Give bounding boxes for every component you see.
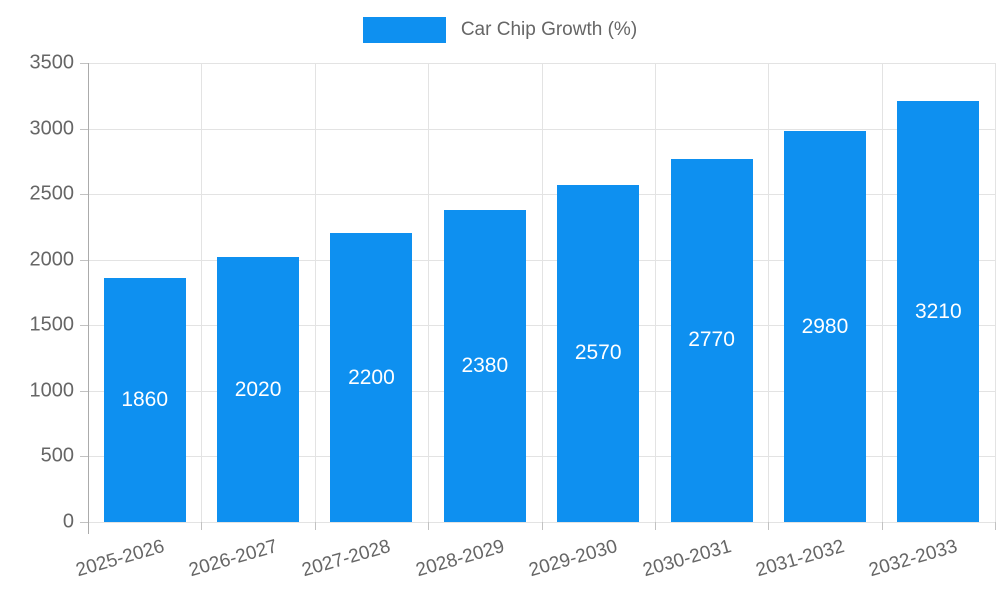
bar[interactable]: 2200 <box>330 233 413 522</box>
bar-value-label: 2380 <box>461 353 509 377</box>
y-axis-tick <box>80 63 88 64</box>
x-gridline <box>768 63 770 522</box>
x-axis-tick <box>314 522 316 530</box>
y-axis-tick-label: 3500 <box>29 51 75 74</box>
y-axis-tick <box>80 259 88 261</box>
bar[interactable]: 2770 <box>670 158 753 522</box>
bar[interactable]: 2570 <box>557 184 640 522</box>
bar[interactable]: 2380 <box>443 209 526 522</box>
x-axis-tick <box>654 522 656 530</box>
bar[interactable]: 1860 <box>103 278 186 522</box>
x-axis-tick <box>768 522 770 530</box>
chart-legend[interactable]: Car Chip Growth (%) <box>0 17 1000 43</box>
x-gridline <box>314 63 316 522</box>
bar-value-label: 1860 <box>121 388 169 412</box>
x-gridline <box>428 63 430 522</box>
x-gridline <box>201 63 203 522</box>
x-axis-tick <box>428 522 430 530</box>
bar-value-label: 2020 <box>234 377 282 401</box>
bar-value-label: 2570 <box>574 341 622 365</box>
bar[interactable]: 3210 <box>897 101 980 522</box>
bar-value-label: 2980 <box>801 314 849 338</box>
x-axis-tick <box>995 522 996 530</box>
x-axis-tick <box>881 522 883 530</box>
legend-swatch <box>362 17 446 43</box>
bar-value-label: 2200 <box>348 365 395 389</box>
y-axis-tick-label: 0 <box>62 510 74 533</box>
y-axis-tick-label: 1000 <box>29 379 75 402</box>
y-axis-tick-label: 3000 <box>29 117 75 140</box>
legend-label: Car Chip Growth (%) <box>460 19 638 40</box>
x-gridline <box>995 63 996 522</box>
y-axis-tick <box>80 390 88 392</box>
y-axis-tick-label: 1500 <box>29 313 75 336</box>
x-gridline <box>541 63 543 522</box>
y-axis-tick-label: 500 <box>40 444 74 467</box>
y-axis-line <box>88 63 89 534</box>
y-axis-tick-label: 2000 <box>29 248 75 271</box>
y-axis-tick <box>80 128 88 130</box>
bar[interactable]: 2020 <box>217 257 300 522</box>
x-axis-tick <box>541 522 543 530</box>
bar-value-label: 2770 <box>688 328 735 352</box>
y-axis-tick-label: 2500 <box>29 182 75 205</box>
y-axis-tick <box>80 456 88 458</box>
y-axis-tick <box>80 522 88 523</box>
x-gridline <box>881 63 883 522</box>
y-axis-tick <box>80 194 88 196</box>
x-gridline <box>654 63 656 522</box>
bar-value-label: 3210 <box>914 299 962 323</box>
y-axis-tick <box>80 325 88 327</box>
x-axis-tick <box>201 522 203 530</box>
bar[interactable]: 2980 <box>783 131 866 522</box>
